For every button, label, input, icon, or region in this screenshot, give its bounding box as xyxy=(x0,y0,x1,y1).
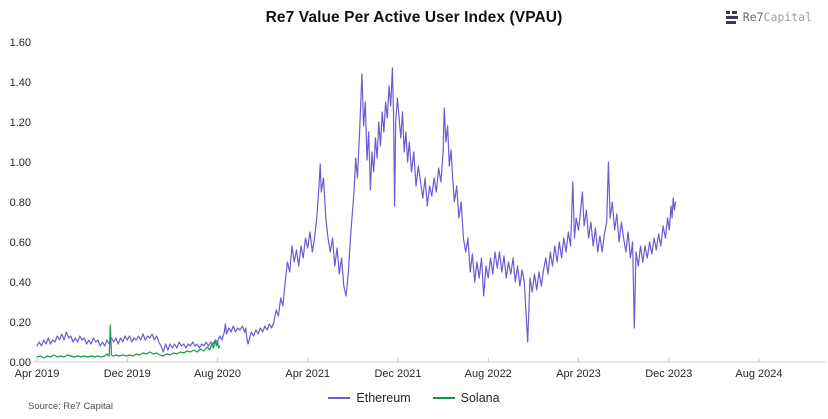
re7-bars-icon xyxy=(725,11,738,24)
ethereum-line-swatch xyxy=(328,397,351,399)
logo-text: Re7Capital xyxy=(742,9,812,24)
y-tick-label: 0.40 xyxy=(10,277,31,289)
chart-legend: Ethereum Solana xyxy=(0,391,828,405)
x-tick-label: Aug 2024 xyxy=(735,368,782,380)
legend-label-ethereum: Ethereum xyxy=(356,391,411,405)
logo-text-capital: Capital xyxy=(763,9,812,24)
y-tick-label: 1.60 xyxy=(10,37,31,49)
x-tick-label: Dec 2021 xyxy=(374,368,421,380)
y-tick-label: 0.60 xyxy=(10,237,31,249)
y-tick-label: 1.40 xyxy=(10,77,31,89)
solana-line xyxy=(36,324,221,359)
x-tick-label: Apr 2019 xyxy=(15,368,60,380)
y-tick-label: 0.00 xyxy=(10,357,31,369)
y-tick-label: 0.20 xyxy=(10,317,31,329)
x-tick-label: Aug 2022 xyxy=(465,368,512,380)
source-note: Source: Re7 Capital xyxy=(28,401,114,412)
y-tick-label: 1.20 xyxy=(10,117,31,129)
re7-capital-logo: Re7Capital xyxy=(725,9,812,24)
y-tick-label: 0.80 xyxy=(10,197,31,209)
logo-text-re7: Re7 xyxy=(742,9,764,24)
x-tick-label: Dec 2023 xyxy=(645,368,692,380)
solana-line-swatch xyxy=(432,397,455,399)
legend-label-solana: Solana xyxy=(460,391,500,405)
x-tick-label: Apr 2023 xyxy=(556,368,601,380)
legend-item-solana: Solana xyxy=(432,391,500,405)
x-tick-label: Dec 2019 xyxy=(104,368,151,380)
chart-title: Re7 Value Per Active User Index (VPAU) xyxy=(265,9,563,26)
x-tick-label: Apr 2021 xyxy=(285,368,330,380)
y-tick-label: 1.00 xyxy=(10,157,31,169)
ethereum-line xyxy=(36,67,677,353)
legend-item-ethereum: Ethereum xyxy=(328,391,411,405)
x-tick-label: Aug 2020 xyxy=(194,368,241,380)
